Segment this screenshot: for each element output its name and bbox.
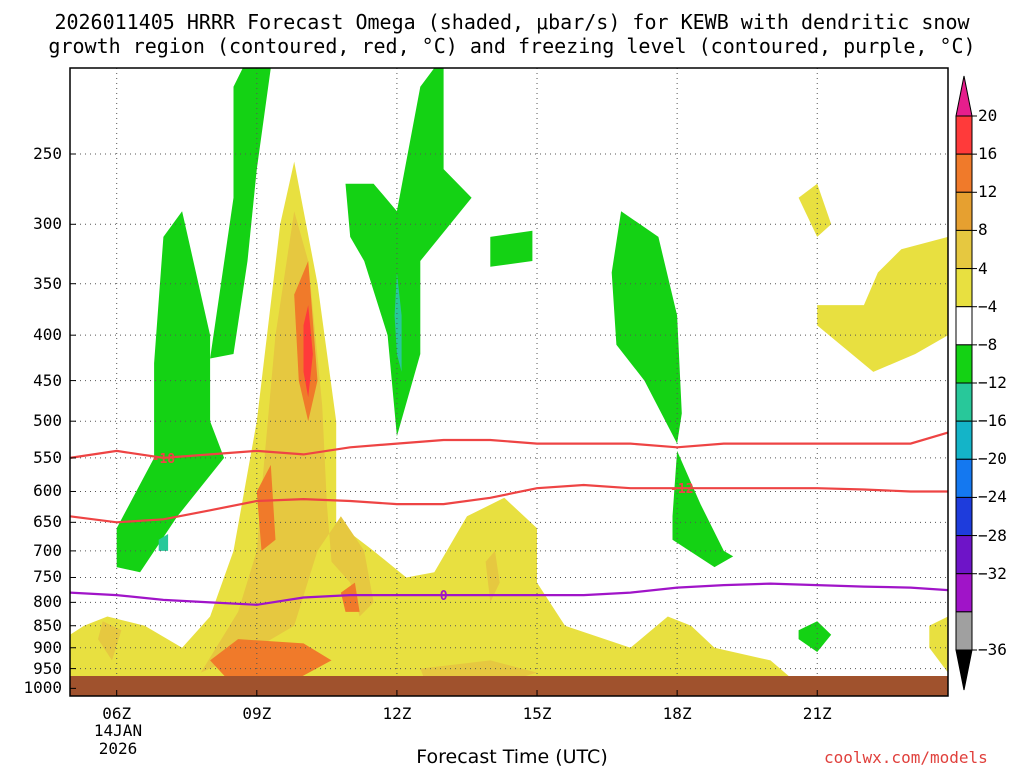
- colorbar-bottom-arrow: [955, 649, 973, 691]
- colorbar-label-11: −28: [978, 525, 1007, 545]
- y-tick-label-400: 400: [33, 325, 62, 345]
- y-tick-label-250: 250: [33, 144, 62, 163]
- colorbar-label-6: −8: [978, 334, 998, 354]
- omega-region-18: [672, 450, 734, 568]
- contour-label-1: -12: [670, 482, 693, 497]
- omega-region-4: [200, 211, 374, 673]
- x-axis-title: Forecast Time (UTC): [416, 746, 608, 768]
- x-tick-label-21Z: 21Z: [802, 704, 832, 723]
- colorbar-swatch-6: [955, 344, 973, 384]
- colorbar-label-1: 16: [978, 144, 998, 164]
- colorbar-label-9: −20: [978, 449, 1007, 469]
- contour-label-2: 0: [440, 589, 448, 604]
- omega-region-11: [340, 582, 360, 612]
- colorbar-label-0: 20: [978, 106, 998, 125]
- colorbar-label-10: −24: [978, 487, 1007, 507]
- colorbar-swatch-5: [955, 306, 973, 346]
- omega-region-14: [210, 68, 271, 359]
- colorbar-label-13: −36: [978, 640, 1007, 659]
- colorbar-swatch-0: [955, 115, 973, 155]
- surface-band: [70, 676, 948, 696]
- omega-region-17: [611, 211, 682, 444]
- date-label-year: 2026: [98, 739, 138, 758]
- x-tick-label-09Z: 09Z: [242, 704, 272, 723]
- omega-shading: [70, 68, 948, 676]
- colorbar-swatch-11: [955, 535, 973, 575]
- colorbar-swatch-12: [955, 573, 973, 613]
- colorbar-swatch-4: [955, 268, 973, 308]
- x-tick-label-18Z: 18Z: [662, 704, 692, 723]
- colorbar-swatch-8: [955, 420, 973, 460]
- colorbar-label-2: 12: [978, 182, 998, 202]
- omega-region-0: [70, 161, 789, 676]
- colorbar-swatch-13: [955, 611, 973, 651]
- omega-region-21: [158, 534, 169, 551]
- y-tick-label-950: 950: [33, 658, 62, 678]
- y-tick-label-1000: 1000: [23, 678, 62, 698]
- colorbar-swatch-9: [955, 458, 973, 498]
- colorbar-swatch-2: [955, 191, 973, 231]
- colorbar-swatch-7: [955, 382, 973, 422]
- omega-region-10: [210, 639, 332, 676]
- omega-region-2: [817, 236, 948, 372]
- omega-region-16: [490, 230, 533, 267]
- colorbar-label-12: −32: [978, 563, 1007, 583]
- y-tick-label-500: 500: [33, 411, 62, 431]
- x-tick-label-12Z: 12Z: [382, 704, 412, 723]
- y-tick-label-900: 900: [33, 637, 62, 657]
- omega-region-15: [345, 68, 472, 437]
- colorbar-label-5: −4: [978, 296, 998, 316]
- y-tick-label-550: 550: [33, 447, 62, 467]
- date-label-day: 14JAN: [93, 721, 143, 740]
- y-tick-label-650: 650: [33, 512, 62, 532]
- colorbar-top-arrow: [955, 75, 973, 117]
- omega-region-1: [798, 183, 832, 237]
- contour-line-0: [69, 431, 949, 460]
- omega-region-7: [485, 550, 500, 603]
- y-tick-label-850: 850: [33, 615, 62, 635]
- source-credit[interactable]: coolwx.com/models: [824, 748, 988, 767]
- y-tick-label-350: 350: [33, 273, 62, 293]
- chart-title-line-2: growth region (contoured, red, °C) and f…: [48, 34, 976, 58]
- omega-region-5: [98, 621, 122, 661]
- chart-title-line-1: 2026011405 HRRR Forecast Omega (shaded, …: [54, 10, 970, 34]
- omega-region-6: [420, 660, 537, 676]
- colorbar-label-8: −16: [978, 411, 1007, 431]
- x-tick-label-15Z: 15Z: [522, 704, 552, 723]
- y-tick-label-700: 700: [33, 540, 62, 560]
- plot-frame: [69, 67, 949, 697]
- colorbar-label-4: 4: [978, 258, 988, 278]
- x-tick-label-06Z: 06Z: [102, 704, 132, 723]
- y-tick-label-300: 300: [33, 214, 62, 234]
- date-label: 14JAN 2026: [88, 722, 148, 758]
- colorbar-label-7: −12: [978, 373, 1007, 392]
- omega-region-12: [303, 305, 313, 398]
- colorbar: [955, 75, 977, 691]
- colorbar-label-3: 8: [978, 220, 988, 240]
- colorbar-swatch-1: [955, 153, 973, 193]
- omega-region-20: [394, 272, 402, 372]
- y-tick-label-800: 800: [33, 592, 62, 612]
- y-tick-label-450: 450: [33, 370, 62, 390]
- omega-region-3: [929, 616, 948, 673]
- colorbar-swatch-10: [955, 496, 973, 537]
- y-tick-label-750: 750: [33, 567, 62, 587]
- colorbar-swatch-3: [955, 229, 973, 270]
- y-tick-label-600: 600: [33, 481, 62, 501]
- contour-line-2: [69, 582, 949, 606]
- omega-region-19: [798, 621, 832, 652]
- contour-line-1: [69, 483, 948, 524]
- omega-region-13: [116, 211, 225, 573]
- contour-label-0: -18: [152, 452, 176, 467]
- omega-region-9: [256, 464, 276, 551]
